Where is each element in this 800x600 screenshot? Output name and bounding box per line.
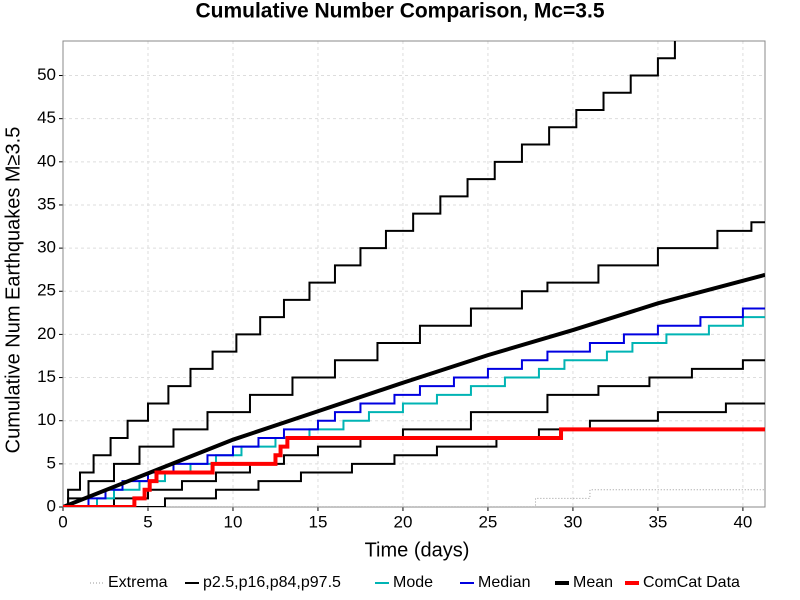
x-tick-label: 25	[478, 512, 497, 531]
x-tick-label: 0	[58, 512, 67, 531]
y-tick-label: 5	[47, 453, 56, 472]
x-tick-label: 40	[733, 512, 752, 531]
x-tick-label: 15	[309, 512, 328, 531]
series-line	[63, 307, 765, 507]
x-tick-label: 30	[563, 512, 582, 531]
legend-label: ComCat Data	[643, 574, 740, 591]
series-line	[63, 272, 765, 507]
series-line	[63, 489, 765, 507]
y-tick-label: 30	[37, 238, 56, 257]
series-line	[63, 359, 765, 507]
x-tick-label: 35	[648, 512, 667, 531]
y-tick-label: 0	[47, 496, 56, 515]
x-tick-label: 5	[143, 512, 152, 531]
series-line	[63, 41, 676, 507]
series-line	[63, 402, 765, 507]
y-tick-label: 15	[37, 367, 56, 386]
legend-label: p2.5,p16,p84,p97.5	[203, 574, 341, 591]
series-line	[63, 221, 765, 507]
y-tick-label: 45	[37, 108, 56, 127]
y-tick-label: 35	[37, 194, 56, 213]
y-tick-label: 25	[37, 281, 56, 300]
x-tick-label: 10	[224, 512, 243, 531]
series-line	[63, 427, 765, 507]
y-tick-label: 20	[37, 324, 56, 343]
legend-label: Mean	[573, 574, 613, 591]
y-tick-label: 50	[37, 65, 56, 84]
legend-label: Extrema	[108, 574, 168, 591]
legend-label: Median	[478, 574, 530, 591]
x-tick-label: 20	[393, 512, 412, 531]
legend-label: Mode	[393, 574, 433, 591]
chart-title: Cumulative Number Comparison, Mc=3.5	[195, 0, 604, 23]
y-axis-label: Cumulative Num Earthquakes M≥3.5	[2, 127, 24, 454]
series-line	[63, 316, 765, 507]
y-tick-label: 10	[37, 410, 56, 429]
y-tick-label: 40	[37, 151, 56, 170]
x-axis-label: Time (days)	[365, 539, 470, 561]
